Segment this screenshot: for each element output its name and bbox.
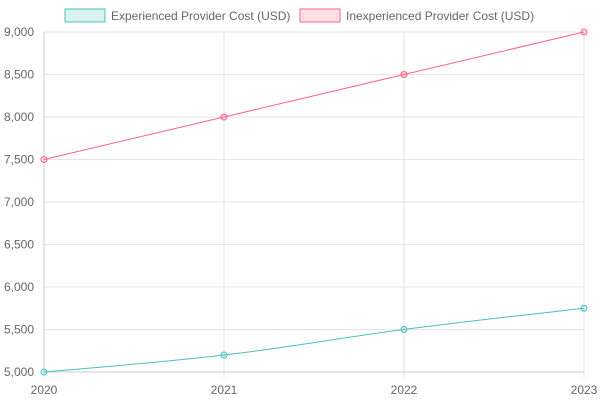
legend-label-inexperienced[interactable]: Inexperienced Provider Cost (USD) (346, 9, 534, 23)
axes: 5,000 5,500 6,000 6,500 7,000 7,500 8,000 8,500… (4, 25, 598, 397)
x-tick-label: 2020 (31, 383, 58, 397)
data-point[interactable] (580, 304, 588, 312)
x-tick-label: 2022 (391, 383, 418, 397)
data-point[interactable] (400, 71, 408, 78)
data-point[interactable] (40, 368, 48, 376)
series-0 (40, 304, 588, 376)
y-tick-label: 6,000 (4, 280, 34, 294)
legend-swatch-experienced[interactable] (64, 8, 106, 23)
legend-swatch-inexperienced[interactable] (299, 8, 341, 23)
series-line (43, 307, 585, 373)
data-point[interactable] (220, 351, 228, 359)
series-line (43, 31, 585, 160)
y-tick-label: 7,000 (4, 195, 34, 209)
grid (43, 31, 585, 378)
data-point[interactable] (400, 326, 408, 333)
y-tick-label: 5,500 (4, 323, 34, 337)
y-tick-label: 5,000 (4, 365, 34, 379)
legend: Experienced Provider Cost (USD) Inexperi… (64, 8, 534, 23)
x-tick-label: 2023 (571, 383, 598, 397)
series-1 (40, 28, 588, 163)
y-tick-label: 8,500 (4, 68, 34, 82)
y-tick-label: 9,000 (4, 25, 34, 39)
data-point[interactable] (220, 113, 228, 121)
legend-label-experienced[interactable]: Experienced Provider Cost (USD) (111, 9, 290, 23)
y-tick-label: 7,500 (4, 153, 34, 167)
x-tick-label: 2021 (211, 383, 238, 397)
data-point[interactable] (580, 28, 588, 36)
data-point[interactable] (40, 156, 48, 163)
y-tick-label: 6,500 (4, 238, 34, 252)
y-tick-label: 8,000 (4, 110, 34, 124)
series (40, 28, 588, 376)
